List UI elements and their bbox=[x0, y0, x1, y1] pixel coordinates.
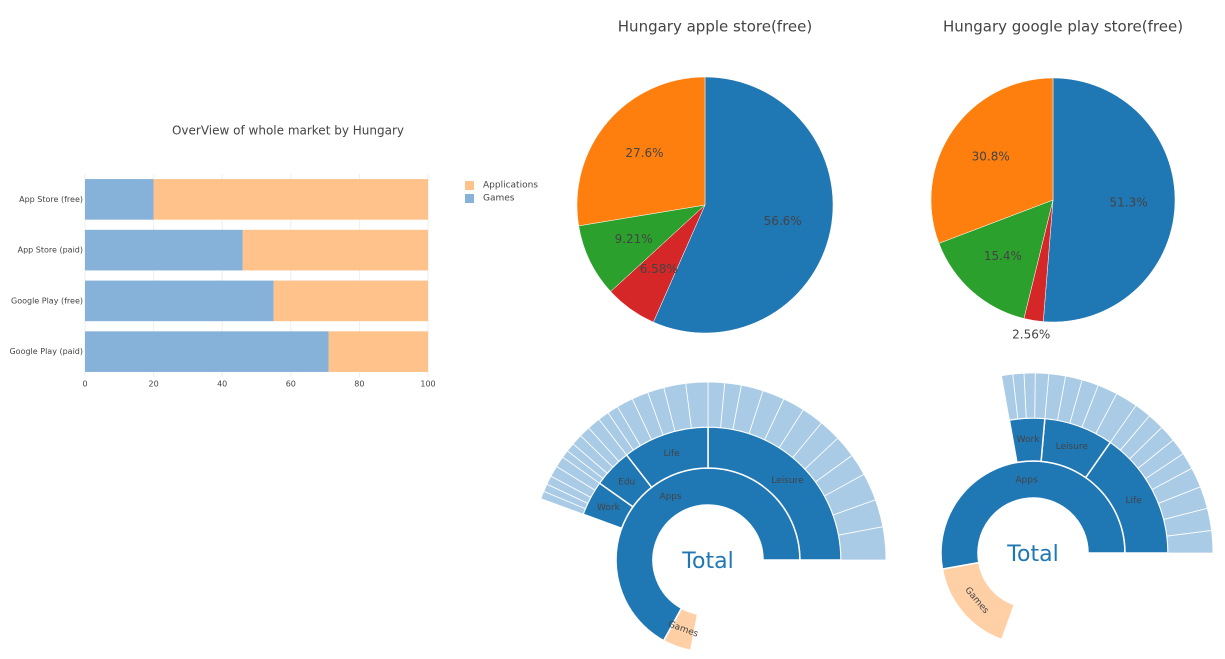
sector-label: Work bbox=[597, 503, 621, 513]
x-tick-label: 60 bbox=[286, 380, 296, 389]
pie-slice bbox=[930, 77, 1054, 244]
x-tick-label: 80 bbox=[354, 380, 364, 389]
y-tick-label: Google Play (free) bbox=[11, 296, 83, 305]
x-tick-label: 100 bbox=[420, 380, 435, 389]
bar bbox=[328, 331, 428, 372]
sector-label: Life bbox=[1126, 496, 1143, 506]
bar bbox=[85, 331, 329, 372]
x-tick-label: 40 bbox=[217, 380, 227, 389]
y-tick-label: App Store (free) bbox=[19, 195, 83, 204]
y-tick-label: Google Play (paid) bbox=[9, 347, 83, 356]
sector-label: Apps bbox=[1015, 475, 1038, 485]
sector-label: Edu bbox=[618, 478, 635, 488]
slice-label: 56.6% bbox=[764, 214, 802, 228]
slice-label: 2.56% bbox=[1012, 327, 1050, 341]
chart-title: Hungary google play store(free) bbox=[943, 18, 1183, 36]
legend-swatch bbox=[465, 181, 474, 190]
slice-label: 51.3% bbox=[1110, 196, 1148, 210]
y-tick-label: App Store (paid) bbox=[18, 246, 83, 255]
chart-title: Hungary apple store(free) bbox=[618, 18, 812, 36]
bar bbox=[273, 280, 428, 322]
pie-slice bbox=[653, 76, 834, 334]
chart-title: OverView of whole market by Hungary bbox=[172, 124, 404, 138]
sector-label: Leisure bbox=[771, 476, 804, 486]
slice-label: 30.8% bbox=[972, 150, 1010, 164]
sector-label: Work bbox=[1017, 435, 1041, 445]
legend-swatch bbox=[465, 194, 474, 203]
bar bbox=[85, 179, 154, 220]
sector-label: Life bbox=[663, 449, 680, 459]
legend-label: Games bbox=[483, 194, 515, 204]
sunburst-sector bbox=[662, 607, 699, 652]
pie-slice bbox=[576, 76, 706, 227]
pie-slice bbox=[938, 199, 1054, 319]
bar bbox=[153, 179, 428, 220]
bar bbox=[85, 280, 274, 322]
slice-label: 15.4% bbox=[984, 249, 1022, 263]
pie-slice bbox=[1043, 77, 1176, 323]
slice-label: 9.21% bbox=[615, 232, 653, 246]
legend-label: Applications bbox=[483, 181, 538, 191]
bar bbox=[85, 229, 243, 271]
sunburst-sector bbox=[941, 561, 1016, 641]
sunburst-leaf bbox=[540, 490, 586, 515]
x-tick-label: 0 bbox=[82, 380, 87, 389]
sector-label: Apps bbox=[659, 492, 682, 502]
slice-label: 27.6% bbox=[625, 146, 663, 160]
bar bbox=[242, 229, 428, 271]
center-label: Total bbox=[681, 549, 733, 574]
center-label: Total bbox=[1006, 542, 1058, 567]
slice-label: 6.58% bbox=[640, 262, 678, 276]
x-tick-label: 20 bbox=[149, 380, 159, 389]
sector-label: Leisure bbox=[1056, 442, 1089, 452]
sunburst-leaf bbox=[1001, 373, 1019, 421]
